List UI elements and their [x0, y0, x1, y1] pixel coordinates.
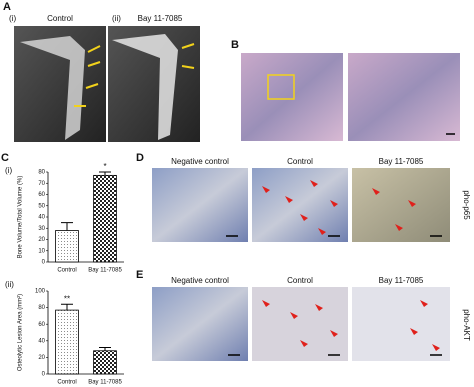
column-title: Control [287, 157, 313, 166]
x-tick-label: Control [57, 268, 76, 274]
panel-label: B [231, 39, 239, 51]
y-tick-label: 0 [42, 372, 46, 378]
column-title: Negative control [171, 276, 229, 285]
x-tick-label: Bay 11-7085 [88, 268, 122, 274]
significance: ** [64, 294, 70, 303]
bone [20, 36, 85, 140]
scale-bars [226, 133, 455, 356]
y-tick-label: 100 [35, 289, 46, 295]
sub-label: (i) [9, 14, 16, 23]
y-tick-label: 80 [38, 170, 45, 176]
y-axis-label: Bone Volume/Total Volume (%) [18, 176, 24, 259]
bar [55, 309, 79, 375]
y-tick-label: 20 [38, 237, 45, 243]
error-bar [61, 303, 73, 311]
row-label: pho-AKT [462, 309, 471, 341]
panel-label: D [136, 152, 144, 164]
y-tick-label: 40 [38, 338, 45, 344]
red-arrows [262, 180, 440, 351]
bar [93, 174, 117, 263]
error-bar [61, 222, 73, 231]
y-tick-label: 60 [38, 322, 45, 328]
panel-label: E [136, 269, 143, 281]
column-title: Negative control [171, 157, 229, 166]
panel-label: C [1, 152, 9, 164]
significance: * [103, 162, 106, 171]
bar [55, 230, 79, 263]
arrows [74, 43, 195, 107]
y-tick-label: 10 [38, 248, 45, 254]
y-tick-label: 50 [38, 203, 45, 209]
panel-label: A [3, 1, 11, 13]
y-tick-label: 0 [42, 260, 46, 266]
ihc-image [352, 287, 450, 361]
column-title: Bay 11-7085 [379, 157, 424, 166]
bar [93, 350, 117, 375]
zoom-box [267, 74, 295, 100]
column-title: Bay 11-7085 [379, 276, 424, 285]
x-tick-label: Bay 11-7085 [88, 380, 122, 386]
ihc-image [352, 168, 450, 242]
histology-image [241, 53, 343, 141]
y-tick-label: 30 [38, 226, 45, 232]
error-bar [99, 346, 111, 351]
sub-label: (ii) [112, 14, 121, 23]
y-tick-label: 60 [38, 192, 45, 198]
sub-label: (i) [5, 166, 12, 175]
error-bar [99, 171, 111, 176]
bone [112, 34, 178, 140]
y-tick-label: 40 [38, 215, 45, 221]
ihc-image [252, 287, 348, 361]
sub-label: (ii) [5, 280, 14, 289]
image-title: Bay 11-7085 [138, 14, 183, 23]
ihc-image [252, 168, 348, 242]
y-axis-label: Osteolytic Lesion Area (mm²) [18, 294, 24, 371]
ihc-image [152, 168, 248, 242]
y-tick-label: 20 [38, 355, 45, 361]
column-title: Control [287, 276, 313, 285]
ihc-image [152, 287, 248, 361]
histology-image [348, 53, 460, 141]
x-tick-label: Control [57, 380, 76, 386]
image-title: Control [47, 14, 73, 23]
y-tick-label: 70 [38, 181, 45, 187]
row-label: pho-p65 [462, 190, 471, 220]
y-tick-label: 80 [38, 305, 45, 311]
